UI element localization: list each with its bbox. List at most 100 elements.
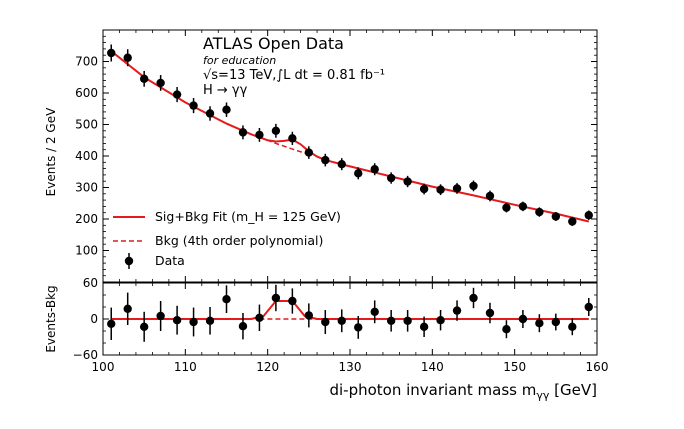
res-data-point <box>370 307 379 316</box>
main-y-tick-label: 400 <box>75 149 98 163</box>
data-point <box>370 165 379 174</box>
legend-label-bkg: Bkg (4th order polynomial) <box>155 233 323 248</box>
data-point <box>502 203 511 212</box>
data-point <box>107 48 116 58</box>
x-tick-label: 120 <box>256 360 279 374</box>
main-y-tick-label: 300 <box>75 181 98 195</box>
data-point <box>436 185 445 194</box>
res-data-point <box>584 302 593 312</box>
x-axis-label: di-photon invariant mass mγγ [GeV] <box>329 381 597 402</box>
main-ticks: 100 200 300 400 500 600 700 <box>75 30 598 282</box>
legend-marker <box>124 256 134 266</box>
x-tick-label: 140 <box>421 360 444 374</box>
data-point <box>535 207 544 217</box>
res-data-point <box>107 319 116 328</box>
res-data-point <box>156 311 165 321</box>
res-data-point <box>452 306 462 315</box>
main-y-tick-label: 600 <box>75 86 98 100</box>
res-data-point <box>321 317 330 327</box>
res-data-point <box>304 311 314 320</box>
res-data-point <box>123 304 132 313</box>
residual-ticks: 100 110 120 130 140 150 160 −60 0 60 <box>73 276 609 374</box>
data-point <box>386 173 396 183</box>
legend-label-data: Data <box>155 253 185 268</box>
res-sig-bkg-line <box>111 300 589 320</box>
res-data-point <box>139 322 149 331</box>
data-point <box>584 211 593 220</box>
data-point <box>288 134 297 143</box>
res-data-point <box>172 316 182 325</box>
data-point <box>271 126 281 135</box>
res-data-point <box>271 293 281 303</box>
x-tick-label: 160 <box>586 360 609 374</box>
res-data-point <box>551 317 561 327</box>
data-point <box>255 130 264 140</box>
res-data-point <box>337 316 346 325</box>
data-point <box>469 181 478 191</box>
res-data-point <box>568 322 577 331</box>
res-data-point <box>403 316 412 325</box>
x-tick-label: 130 <box>339 360 362 374</box>
res-data-point <box>419 322 429 331</box>
data-point <box>551 212 561 221</box>
res-data-point <box>255 313 264 322</box>
main-y-axis-label: Events / 2 GeV <box>44 107 58 196</box>
data-point <box>189 101 198 110</box>
data-point <box>205 109 215 118</box>
residual-panel: 100 110 120 130 140 150 160 −60 0 60 Events-Bkg d… <box>44 276 608 402</box>
luminosity-label: √s=13 TeV,∫L dt = 0.81 fb⁻¹ <box>203 68 385 83</box>
data-point <box>452 184 462 193</box>
data-point <box>518 202 528 211</box>
res-data-point <box>238 322 248 331</box>
experiment-title: ATLAS Open Data <box>203 34 344 53</box>
residual-y-axis-label: Events-Bkg <box>44 285 58 352</box>
res-data-point <box>436 316 445 325</box>
residual-fit-lines <box>111 300 589 320</box>
res-data-point <box>485 308 495 318</box>
main-fit-lines <box>110 50 590 223</box>
res-data-point <box>518 314 528 324</box>
main-y-tick-label: 200 <box>75 212 98 226</box>
res-data-point <box>189 317 198 327</box>
res-data-point <box>222 295 231 304</box>
data-point <box>156 78 165 88</box>
main-y-tick-label: 700 <box>75 55 98 69</box>
data-point <box>568 217 577 226</box>
legend-swatch-data <box>124 253 134 269</box>
data-point <box>419 184 429 194</box>
x-tick-label: 110 <box>174 360 197 374</box>
res-data-point <box>205 316 215 325</box>
sig-bkg-fit-line <box>110 50 590 223</box>
res-y-tick-label: 0 <box>90 312 98 326</box>
main-data-points <box>107 44 593 226</box>
x-tick-label: 150 <box>503 360 526 374</box>
legend: Sig+Bkg Fit (m_H = 125 GeV) Bkg (4th ord… <box>113 209 341 269</box>
data-point <box>172 90 182 99</box>
res-data-point <box>288 296 297 306</box>
data-point <box>403 177 412 186</box>
res-data-point <box>469 293 478 303</box>
data-point <box>139 74 149 84</box>
data-point <box>304 148 314 157</box>
legend-label-fit: Sig+Bkg Fit (m_H = 125 GeV) <box>155 209 341 224</box>
res-y-tick-label: −60 <box>73 348 98 362</box>
main-y-tick-label: 500 <box>75 118 98 132</box>
data-point <box>222 105 231 114</box>
main-y-tick-label: 100 <box>75 244 98 258</box>
data-point <box>354 169 363 178</box>
process-label: H → γγ <box>203 83 248 98</box>
data-point <box>123 53 132 62</box>
data-point <box>337 159 346 169</box>
main-panel: 100 200 300 400 500 600 700 Events / 2 GeV ATL… <box>44 29 598 283</box>
res-data-point <box>502 325 511 334</box>
res-y-tick-label: 60 <box>83 276 98 290</box>
res-data-point <box>535 319 544 328</box>
x-tick-label: 100 <box>92 360 115 374</box>
res-data-point <box>354 323 363 332</box>
res-data-point <box>386 316 396 325</box>
data-point <box>321 155 330 165</box>
experiment-subtitle: for education <box>203 54 276 67</box>
residual-data-points <box>107 284 593 342</box>
data-point <box>485 191 495 201</box>
